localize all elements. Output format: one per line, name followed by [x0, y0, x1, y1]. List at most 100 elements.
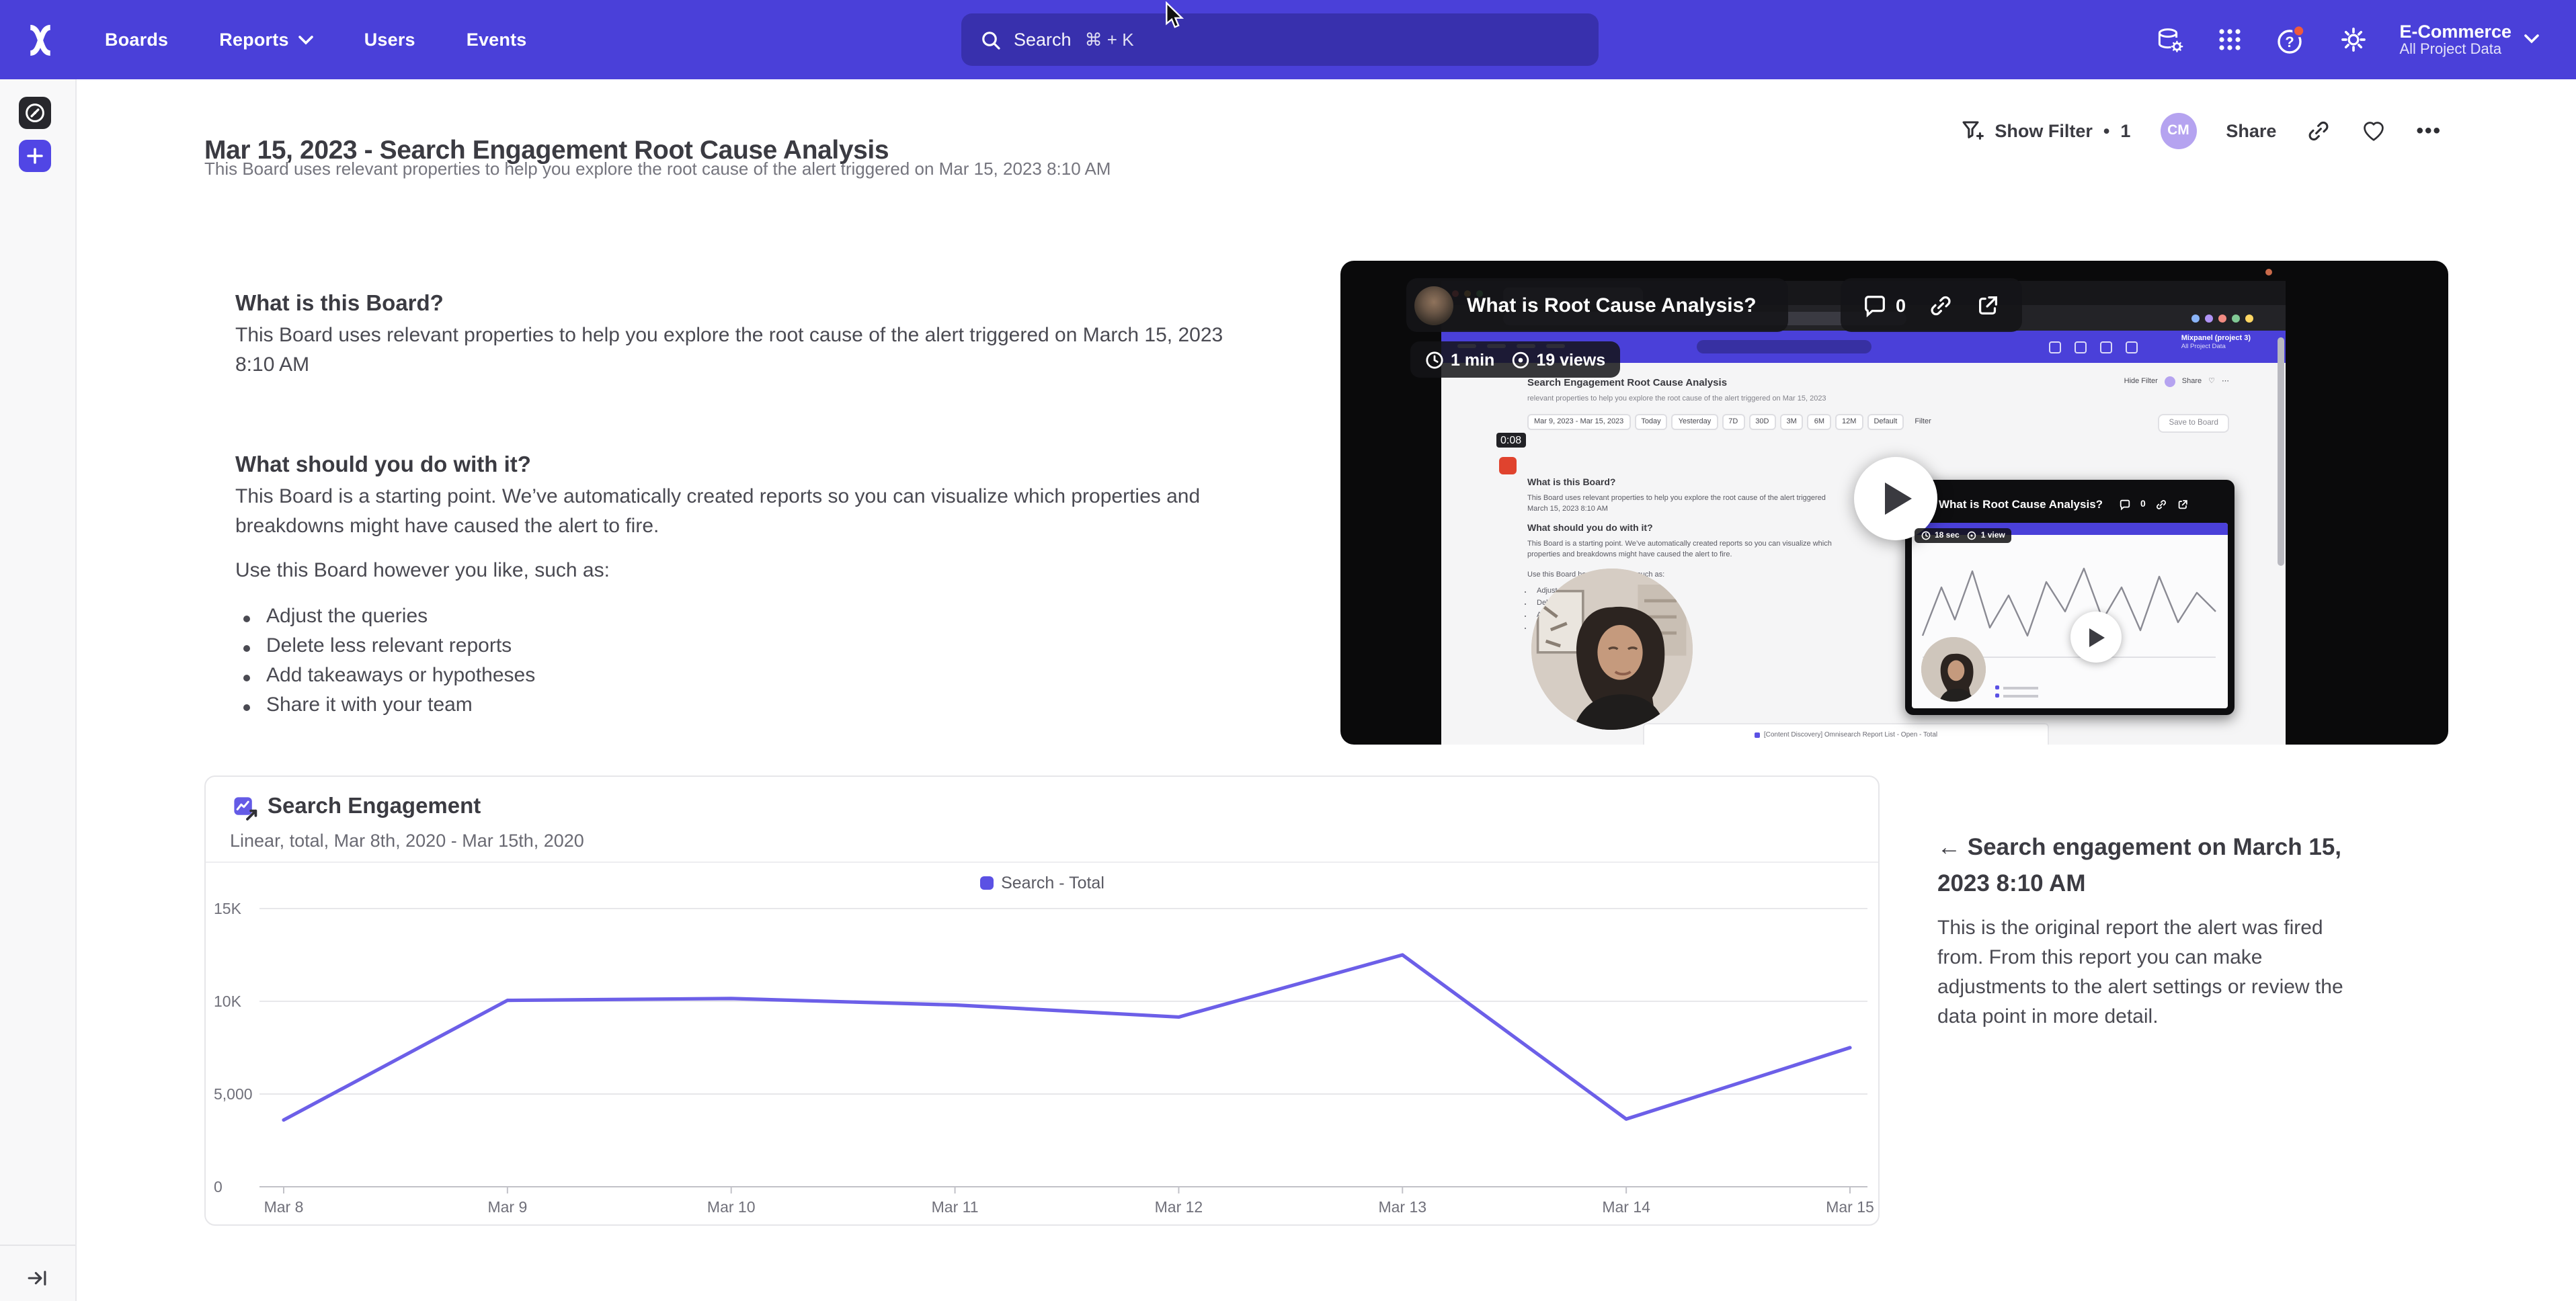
clock-icon: [1921, 531, 1931, 540]
mini-board-title: Search Engagement Root Cause Analysis: [1527, 376, 1728, 388]
video-title-pill: What is Root Cause Analysis?: [1406, 278, 1789, 332]
report-card-search-engagement[interactable]: Search Engagement Linear, total, Mar 8th…: [204, 775, 1880, 1226]
mini-line-chart: [1644, 743, 2045, 745]
nested-webcam-circle: [1921, 637, 1986, 702]
nav-item-boards[interactable]: Boards: [105, 30, 169, 50]
svg-text:Mar 8: Mar 8: [264, 1198, 304, 1216]
mini-toolbar: Mar 9, 2023 - Mar 15, 2023 Today Yesterd…: [1527, 414, 1931, 430]
help-icon[interactable]: ?: [2274, 24, 2306, 56]
main-nav: Boards Reports Users Events: [105, 30, 527, 50]
views-icon: [1512, 351, 1529, 368]
avatar[interactable]: CM: [2160, 112, 2197, 149]
show-filter-label: Show Filter: [1995, 120, 2093, 140]
section-heading-what-is: What is this Board?: [235, 291, 444, 316]
svg-text:0: 0: [214, 1178, 223, 1195]
mini-paragraph: This Board uses relevant properties to h…: [1527, 495, 1826, 513]
left-rail: [0, 79, 77, 1301]
nav-item-reports[interactable]: Reports: [219, 30, 313, 50]
show-filter-button[interactable]: Show Filter • 1: [1960, 119, 2130, 142]
legend-swatch: [979, 876, 994, 890]
nested-views: 1 view: [1968, 531, 2005, 540]
board-subtitle: This Board uses relevant properties to h…: [204, 159, 1111, 179]
chart-legend: Search - Total: [206, 874, 1878, 892]
nav-item-users[interactable]: Users: [364, 30, 415, 50]
mini-chip: 7D: [1722, 414, 1745, 430]
video-player-card[interactable]: Mixpanel (project 3) All Project Data Se…: [1340, 261, 2448, 745]
mini-project-scope: All Project Data: [2181, 344, 2226, 351]
video-comment-count: 0: [1896, 295, 1906, 315]
more-options-button[interactable]: •••: [2416, 119, 2442, 142]
list-item: Share it with your team: [243, 694, 535, 723]
section-body-what-is: This Board uses relevant properties to h…: [235, 324, 1223, 376]
search-input[interactable]: Search ⌘ + K: [961, 13, 1599, 66]
report-subtitle: Linear, total, Mar 8th, 2020 - Mar 15th,…: [230, 831, 584, 851]
video-timestamp: 0:08: [1496, 433, 1526, 448]
plus-icon: [27, 148, 43, 164]
board-title: Mar 15, 2023 - Search Engagement Root Ca…: [204, 136, 889, 166]
video-comments-button[interactable]: 0: [1862, 292, 1906, 318]
nested-legend-rows: [1995, 685, 2038, 698]
create-new-button[interactable]: [19, 140, 51, 172]
svg-text:5,000: 5,000: [214, 1085, 253, 1103]
views-icon: [1968, 531, 1976, 540]
aside-body: This is the original report the alert wa…: [1937, 917, 2343, 1028]
legend-label: Search - Total: [1001, 874, 1104, 892]
copy-link-button[interactable]: [2306, 118, 2331, 143]
mini-chip: Yesterday: [1671, 414, 1718, 430]
nav-item-events[interactable]: Events: [466, 30, 527, 50]
video-link-button[interactable]: [1927, 292, 1953, 318]
mini-chip: Default: [1867, 414, 1904, 430]
svg-text:Mar 11: Mar 11: [932, 1198, 979, 1216]
settings-gear-icon[interactable]: [2339, 26, 2367, 54]
insights-chart-icon: [233, 796, 258, 821]
search-shortcut: ⌘ + K: [1084, 29, 1134, 49]
mini-board-subtitle: relevant properties to help you explore …: [1527, 395, 1826, 403]
search-placeholder: Search: [1014, 30, 1072, 50]
mini-heart-icon: ♡: [2208, 378, 2215, 386]
filter-count: 1: [2120, 120, 2131, 140]
share-button[interactable]: Share: [2226, 120, 2277, 140]
top-nav-bar: Boards Reports Users Events Search ⌘ + K: [0, 0, 2576, 79]
record-indicator: [1499, 457, 1517, 474]
link-icon: [2309, 120, 2329, 140]
mini-share: Share: [2181, 378, 2202, 386]
svg-text:Mar 15: Mar 15: [1826, 1198, 1874, 1216]
svg-text:10K: 10K: [214, 993, 242, 1010]
mini-chart-card: [Content Discovery] Omnisearch Report Li…: [1643, 723, 2049, 745]
mini-chip: 3M: [1779, 414, 1804, 430]
expand-sidebar-icon[interactable]: [26, 1267, 48, 1289]
rail-divider: [0, 1245, 75, 1246]
video-meta-pill: 1 min 19 views: [1410, 341, 1621, 378]
recents-compass-button[interactable]: [19, 97, 51, 129]
apps-grid-icon[interactable]: [2216, 27, 2242, 52]
mini-heading: What should you do with it?: [1527, 524, 1653, 534]
mini-save-to-board: Save to Board: [2158, 414, 2229, 433]
comment-icon: [2120, 499, 2130, 510]
compass-icon: [26, 103, 44, 122]
video-open-external-button[interactable]: [1974, 292, 2000, 318]
mini-project-name: Mixpanel (project 3): [2181, 335, 2251, 343]
mini-filter: Filter: [1915, 418, 1931, 426]
video-views: 19 views: [1511, 350, 1605, 369]
webcam-circle: [1531, 569, 1693, 730]
data-management-icon[interactable]: [2155, 25, 2184, 54]
mixpanel-logo-icon[interactable]: [22, 21, 59, 58]
video-title: What is Root Cause Analysis?: [1467, 294, 1757, 317]
project-switcher[interactable]: E-Commerce All Project Data: [2399, 21, 2540, 58]
play-button[interactable]: [1854, 457, 1937, 540]
project-name: E-Commerce: [2399, 21, 2511, 41]
filter-funnel-icon: [1962, 120, 1984, 139]
mini-more-icon: ⋯: [2222, 378, 2229, 386]
section-lead: Use this Board however you like, such as…: [235, 559, 610, 582]
mini-chip: 12M: [1835, 414, 1863, 430]
favorite-button[interactable]: [2361, 118, 2386, 142]
search-icon: [982, 31, 1000, 49]
mini-chip: 6M: [1807, 414, 1832, 430]
chart-plot-svg: 0 5,000 10K 15K Mar 8 Mar 9 Mar 10 Mar 11 Mar 12…: [214, 900, 1874, 1216]
card-divider: [206, 862, 1878, 863]
list-item: Add takeaways or hypotheses: [243, 664, 535, 694]
svg-text:Mar 10: Mar 10: [707, 1198, 756, 1216]
mini-scrollbar: [2278, 337, 2284, 566]
nested-comment-count: 0: [2140, 499, 2146, 509]
